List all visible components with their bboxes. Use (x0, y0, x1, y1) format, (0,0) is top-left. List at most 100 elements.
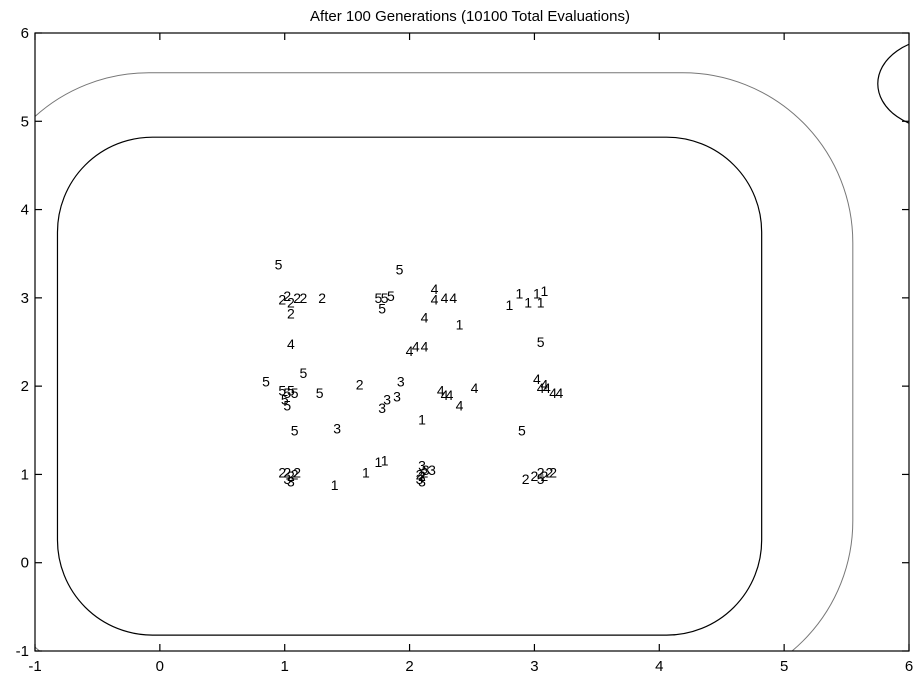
point-label-2: 2 (418, 468, 426, 484)
point-label-4: 4 (537, 380, 545, 396)
point-label-4: 4 (446, 387, 454, 403)
point-label-1: 1 (331, 477, 339, 493)
point-label-1: 1 (506, 297, 514, 313)
y-tick-label: 4 (21, 202, 29, 219)
point-label-5: 5 (291, 385, 299, 401)
point-label-2: 2 (278, 465, 286, 481)
x-tick-label: 6 (905, 658, 913, 675)
point-label-2: 2 (291, 466, 299, 482)
point-label-2: 2 (537, 465, 545, 481)
point-label-5: 5 (396, 262, 404, 278)
point-label-2: 2 (522, 471, 530, 487)
point-label-3: 3 (428, 462, 436, 478)
point-label-5: 5 (378, 300, 386, 316)
point-label-2: 2 (283, 465, 291, 481)
y-tick-label: 5 (21, 113, 29, 130)
point-label-3: 3 (393, 389, 401, 405)
x-tick-label: 3 (530, 658, 538, 675)
point-label-4: 4 (543, 380, 551, 396)
x-tick-label: 2 (405, 658, 413, 675)
contour-outer (877, 43, 909, 124)
point-label-5: 5 (291, 422, 299, 438)
point-label-5: 5 (537, 471, 545, 487)
point-label-5: 5 (374, 290, 382, 306)
point-label-5: 5 (316, 385, 324, 401)
y-tick-label: 2 (21, 378, 29, 395)
point-label-4: 4 (556, 385, 564, 401)
x-tick-label: -1 (28, 658, 41, 675)
point-label-4: 4 (533, 371, 541, 387)
point-label-4: 4 (412, 338, 420, 354)
point-label-4: 4 (549, 385, 557, 401)
point-label-4: 4 (431, 281, 439, 297)
y-tick-label: 1 (21, 466, 29, 483)
point-label-1: 1 (381, 452, 389, 468)
point-label-2: 2 (356, 376, 364, 392)
point-label-3: 3 (397, 374, 405, 390)
point-label-5: 5 (518, 422, 526, 438)
point-label-5: 5 (300, 365, 308, 381)
point-label-1: 1 (374, 454, 382, 470)
point-label-4: 4 (431, 292, 439, 308)
point-label-2: 2 (318, 290, 326, 306)
point-label-2: 2 (541, 468, 549, 484)
point-label-3: 3 (378, 400, 386, 416)
point-label-2: 2 (546, 465, 554, 481)
contour-middle (35, 72, 854, 651)
point-label-2: 2 (549, 465, 557, 481)
point-label-3: 3 (416, 471, 424, 487)
plot-frame (34, 32, 910, 652)
x-tick-label: 4 (655, 658, 663, 675)
chart-title: After 100 Generations (10100 Total Evalu… (310, 8, 630, 25)
point-label-5: 5 (275, 256, 283, 272)
point-label-5: 5 (262, 374, 270, 390)
point-label-2: 2 (293, 465, 301, 481)
point-label-5: 5 (287, 383, 295, 399)
point-label-3: 3 (418, 473, 426, 489)
point-label-4: 4 (437, 383, 445, 399)
x-tick-label: 1 (281, 658, 289, 675)
point-label-1: 1 (533, 285, 541, 301)
point-label-3: 3 (418, 458, 426, 474)
point-label-2: 2 (293, 290, 301, 306)
point-label-5: 5 (278, 383, 286, 399)
point-label-2: 2 (283, 288, 291, 304)
point-label-4: 4 (441, 290, 449, 306)
y-tick-label: 6 (21, 25, 29, 42)
point-label-1: 1 (362, 465, 370, 481)
contour-inner (56, 136, 763, 636)
point-label-5: 5 (387, 288, 395, 304)
point-label-3: 3 (422, 462, 430, 478)
y-tick-label: -1 (16, 643, 29, 660)
point-label-5: 5 (281, 391, 289, 407)
point-label-2: 2 (531, 468, 539, 484)
point-label-1: 1 (524, 294, 532, 310)
x-tick-label: 5 (780, 658, 788, 675)
point-label-4: 4 (287, 336, 295, 352)
point-label-1: 1 (537, 294, 545, 310)
point-label-4: 4 (471, 380, 479, 396)
point-label-3: 3 (283, 471, 291, 487)
point-label-4: 4 (421, 338, 429, 354)
point-label-2: 2 (287, 468, 295, 484)
x-axis-ticks: -1 0 1 2 3 4 5 6 (28, 33, 913, 675)
x-tick-label: 0 (156, 658, 164, 675)
point-label-2: 2 (416, 466, 424, 482)
point-label-5: 5 (381, 290, 389, 306)
point-label-4: 4 (406, 343, 414, 359)
y-tick-label: 0 (21, 555, 29, 572)
y-tick-label: 3 (21, 290, 29, 307)
point-label-3: 3 (287, 473, 295, 489)
point-label-4: 4 (456, 398, 464, 414)
point-label-1: 1 (541, 283, 549, 299)
point-label-1: 1 (456, 316, 464, 332)
point-label-2: 2 (287, 294, 295, 310)
point-label-3: 3 (333, 421, 341, 437)
point-label-1: 1 (418, 412, 426, 428)
point-label-5: 5 (283, 385, 291, 401)
point-label-2: 2 (300, 290, 308, 306)
point-label-4: 4 (441, 387, 449, 403)
point-label-4: 4 (421, 309, 429, 325)
